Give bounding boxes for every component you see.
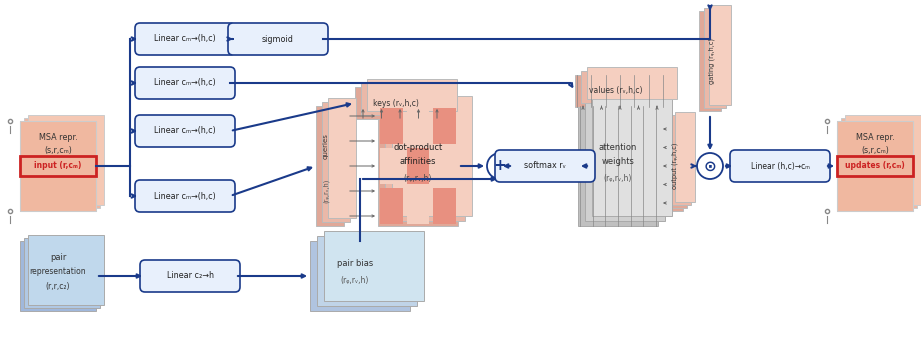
FancyBboxPatch shape [380, 188, 402, 224]
Text: (rᵩ,rᵥ,h): (rᵩ,rᵥ,h) [341, 277, 369, 285]
Text: queries: queries [323, 133, 329, 159]
Text: MSA repr.: MSA repr. [856, 133, 894, 143]
Text: weights: weights [601, 157, 635, 166]
Text: updates (r,cₘ): updates (r,cₘ) [845, 161, 904, 171]
FancyBboxPatch shape [316, 106, 344, 226]
FancyBboxPatch shape [228, 23, 328, 55]
FancyBboxPatch shape [361, 83, 451, 115]
FancyBboxPatch shape [322, 102, 350, 222]
Text: attention: attention [599, 144, 637, 152]
Text: Linear c₂→h: Linear c₂→h [167, 272, 214, 280]
Text: MSA repr.: MSA repr. [39, 133, 77, 143]
FancyBboxPatch shape [135, 23, 235, 55]
Text: representation: representation [29, 266, 87, 276]
Text: keys (rᵥ,h,c): keys (rᵥ,h,c) [373, 99, 419, 107]
Text: +: + [494, 159, 507, 173]
Text: (s,r,cₘ): (s,r,cₘ) [44, 146, 72, 155]
FancyBboxPatch shape [434, 188, 456, 224]
FancyBboxPatch shape [328, 98, 356, 218]
Text: softmax rᵥ: softmax rᵥ [524, 161, 566, 171]
FancyBboxPatch shape [20, 241, 96, 311]
FancyBboxPatch shape [135, 115, 235, 147]
FancyBboxPatch shape [135, 67, 235, 99]
FancyBboxPatch shape [135, 180, 235, 212]
FancyBboxPatch shape [407, 148, 429, 184]
FancyBboxPatch shape [28, 115, 104, 205]
Text: Linear cₘ→(h,c): Linear cₘ→(h,c) [154, 79, 216, 87]
Text: (rᵩ,rᵥ,h): (rᵩ,rᵥ,h) [403, 173, 432, 183]
FancyBboxPatch shape [355, 87, 445, 119]
FancyBboxPatch shape [367, 79, 457, 111]
FancyBboxPatch shape [585, 101, 665, 221]
Circle shape [697, 153, 723, 179]
FancyBboxPatch shape [592, 96, 672, 216]
Text: (rᵩ,rᵥ,h): (rᵩ,rᵥ,h) [322, 179, 329, 203]
FancyBboxPatch shape [380, 148, 402, 184]
FancyBboxPatch shape [407, 188, 429, 224]
FancyBboxPatch shape [380, 108, 402, 144]
FancyBboxPatch shape [671, 115, 691, 205]
Text: values (rᵥ,h,c): values (rᵥ,h,c) [589, 86, 643, 95]
Text: output (rᵩ,h,c): output (rᵩ,h,c) [671, 143, 678, 189]
FancyBboxPatch shape [675, 112, 695, 202]
FancyBboxPatch shape [709, 5, 731, 105]
FancyBboxPatch shape [392, 96, 472, 216]
Text: Linear cₘ→(h,c): Linear cₘ→(h,c) [154, 192, 216, 200]
FancyBboxPatch shape [837, 121, 913, 211]
FancyBboxPatch shape [385, 101, 465, 221]
FancyBboxPatch shape [581, 71, 671, 103]
FancyBboxPatch shape [20, 121, 96, 211]
FancyBboxPatch shape [841, 118, 917, 208]
FancyBboxPatch shape [20, 156, 96, 176]
Text: sigmoid: sigmoid [262, 34, 294, 44]
Text: (rᵩ,rᵥ,h): (rᵩ,rᵥ,h) [604, 173, 632, 183]
Text: dot-product: dot-product [393, 144, 443, 152]
FancyBboxPatch shape [378, 106, 458, 226]
FancyBboxPatch shape [310, 241, 410, 311]
FancyBboxPatch shape [317, 236, 417, 306]
Text: ⊙: ⊙ [704, 159, 717, 173]
Text: Linear cₘ→(h,c): Linear cₘ→(h,c) [154, 126, 216, 135]
FancyBboxPatch shape [434, 148, 456, 184]
FancyBboxPatch shape [699, 11, 721, 111]
FancyBboxPatch shape [837, 121, 913, 211]
Text: (s,r,cₘ): (s,r,cₘ) [861, 146, 889, 155]
FancyBboxPatch shape [667, 118, 687, 208]
Text: Linear cₘ→(h,c): Linear cₘ→(h,c) [154, 34, 216, 44]
Text: pair bias: pair bias [337, 259, 373, 269]
FancyBboxPatch shape [663, 121, 683, 211]
FancyBboxPatch shape [28, 235, 104, 305]
FancyBboxPatch shape [587, 67, 677, 99]
Text: affinities: affinities [400, 157, 437, 166]
FancyBboxPatch shape [837, 156, 913, 176]
FancyBboxPatch shape [495, 150, 595, 182]
FancyBboxPatch shape [575, 75, 665, 107]
Text: (r,r,c₂): (r,r,c₂) [46, 282, 70, 291]
FancyBboxPatch shape [324, 231, 424, 301]
FancyBboxPatch shape [24, 118, 100, 208]
FancyBboxPatch shape [407, 108, 429, 144]
Text: Linear (h,c)→cₘ: Linear (h,c)→cₘ [751, 161, 810, 171]
Text: gating (rᵩ,h,c): gating (rᵩ,h,c) [709, 38, 716, 84]
Text: input (r,cₘ): input (r,cₘ) [34, 161, 82, 171]
Circle shape [487, 153, 513, 179]
FancyBboxPatch shape [845, 115, 921, 205]
Text: pair: pair [50, 253, 66, 263]
FancyBboxPatch shape [578, 106, 658, 226]
FancyBboxPatch shape [704, 8, 726, 108]
FancyBboxPatch shape [730, 150, 830, 182]
FancyBboxPatch shape [434, 108, 456, 144]
FancyBboxPatch shape [20, 121, 96, 211]
FancyBboxPatch shape [24, 238, 100, 308]
FancyBboxPatch shape [140, 260, 240, 292]
